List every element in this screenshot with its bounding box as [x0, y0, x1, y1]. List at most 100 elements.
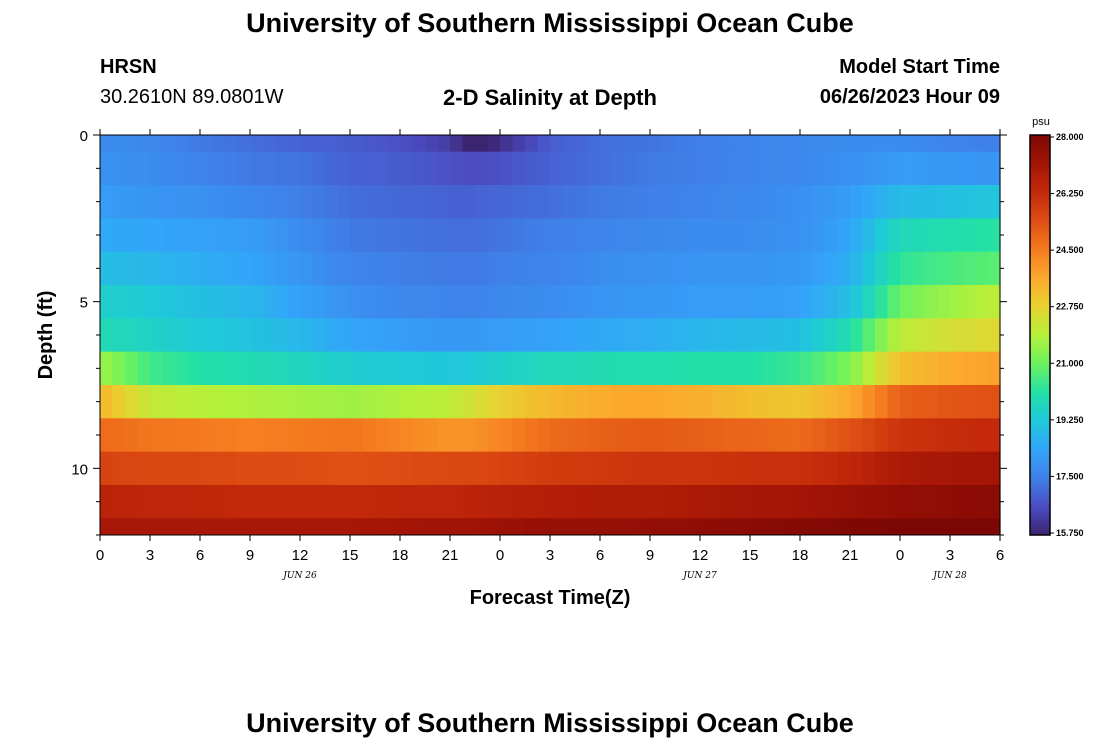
heatmap-cell — [625, 485, 639, 519]
heatmap-cell — [325, 251, 339, 286]
heatmap-cell — [562, 418, 576, 453]
heatmap-cell — [862, 135, 876, 153]
heatmap-cell — [337, 185, 351, 219]
heatmap-cell — [325, 218, 339, 253]
heatmap-cell — [175, 518, 189, 536]
heatmap-cell — [437, 418, 451, 453]
heatmap-cell — [737, 485, 751, 519]
heatmap-cell — [862, 285, 876, 319]
heatmap-cell — [937, 185, 951, 219]
heatmap-cell — [587, 218, 601, 253]
heatmap-cell — [537, 385, 551, 419]
heatmap-cell — [250, 185, 264, 219]
heatmap-cell — [450, 185, 464, 219]
heatmap-cell — [625, 418, 639, 453]
heatmap-cell — [550, 135, 564, 153]
heatmap-cell — [125, 485, 139, 519]
x-tick-label: 18 — [392, 547, 409, 564]
heatmap-cell — [262, 518, 276, 536]
heatmap-cell — [662, 285, 676, 319]
heatmap-cell — [475, 218, 489, 253]
heatmap-cell — [737, 251, 751, 286]
heatmap-cell — [425, 151, 439, 186]
heatmap-cell — [550, 485, 564, 519]
heatmap-cell — [412, 251, 426, 286]
heatmap-cell — [262, 185, 276, 219]
heatmap-cell — [462, 285, 476, 319]
heatmap-cell — [712, 285, 726, 319]
heatmap-cell — [987, 518, 1001, 536]
heatmap-cell — [312, 151, 326, 186]
heatmap-cell — [287, 285, 301, 319]
heatmap-cell — [412, 185, 426, 219]
heatmap-cell — [287, 218, 301, 253]
heatmap-cell — [275, 451, 289, 486]
heatmap-cell — [525, 385, 539, 419]
heatmap-cell — [912, 218, 926, 253]
heatmap-cell — [125, 135, 139, 153]
heatmap-cell — [425, 385, 439, 419]
heatmap-cell — [825, 351, 839, 386]
heatmap-cell — [637, 451, 651, 486]
heatmap-cell — [925, 485, 939, 519]
heatmap-cell — [212, 385, 226, 419]
heatmap-cell — [975, 218, 989, 253]
heatmap-cell — [212, 251, 226, 286]
x-tick-label: 21 — [442, 547, 459, 564]
heatmap-cell — [350, 185, 364, 219]
heatmap-cell — [162, 318, 176, 353]
heatmap-cell — [600, 251, 614, 286]
heatmap-cell — [700, 285, 714, 319]
heatmap-cell — [762, 518, 776, 536]
heatmap-cell — [850, 518, 864, 536]
heatmap-cell — [550, 418, 564, 453]
heatmap-cell — [987, 485, 1001, 519]
heatmap-cell — [162, 385, 176, 419]
heatmap-cell — [200, 518, 214, 536]
heatmap-cell — [525, 318, 539, 353]
heatmap-cell — [162, 351, 176, 386]
heatmap-cell — [800, 518, 814, 536]
heatmap-cell — [662, 318, 676, 353]
heatmap-cell — [475, 485, 489, 519]
heatmap-cell — [437, 385, 451, 419]
heatmap-cell — [912, 318, 926, 353]
heatmap-cell — [325, 135, 339, 153]
heatmap-cell — [212, 451, 226, 486]
x-tick-labels: 0 3 6 9 12 15 18 21 0 3 6 9 12 15 18 21 0 3 6 — [96, 547, 1004, 564]
heatmap-cell — [962, 185, 976, 219]
heatmap-cell — [825, 518, 839, 536]
heatmap-cell — [800, 418, 814, 453]
heatmap-cell — [175, 185, 189, 219]
colorbar-tick-label: 17.500 — [1056, 471, 1084, 481]
heatmap-cell — [650, 251, 664, 286]
heatmap-cell — [650, 218, 664, 253]
heatmap-cell — [375, 451, 389, 486]
heatmap-cell — [212, 518, 226, 536]
x-tick-label: 21 — [842, 547, 859, 564]
heatmap-cell — [812, 518, 826, 536]
model-start-value: 06/26/2023 Hour 09 — [819, 86, 1000, 108]
heatmap-cell — [700, 251, 714, 286]
heatmap-cell — [787, 135, 801, 153]
heatmap-cell — [900, 135, 914, 153]
heatmap-cell — [600, 218, 614, 253]
heatmap-cell — [137, 418, 151, 453]
heatmap-cell — [537, 351, 551, 386]
heatmap-cell — [437, 151, 451, 186]
heatmap-cell — [412, 285, 426, 319]
heatmap-cell — [325, 318, 339, 353]
heatmap-cell — [787, 151, 801, 186]
heatmap-cell — [537, 485, 551, 519]
heatmap-cell — [487, 351, 501, 386]
heatmap-cell — [325, 185, 339, 219]
heatmap-cell — [712, 351, 726, 386]
heatmap-cell — [525, 251, 539, 286]
heatmap-cell — [662, 251, 676, 286]
heatmap-cell — [662, 218, 676, 253]
heatmap-cell — [937, 218, 951, 253]
heatmap-cell — [112, 418, 126, 453]
heatmap-cell — [987, 418, 1001, 453]
heatmap-cell — [662, 385, 676, 419]
heatmap-cell — [937, 385, 951, 419]
